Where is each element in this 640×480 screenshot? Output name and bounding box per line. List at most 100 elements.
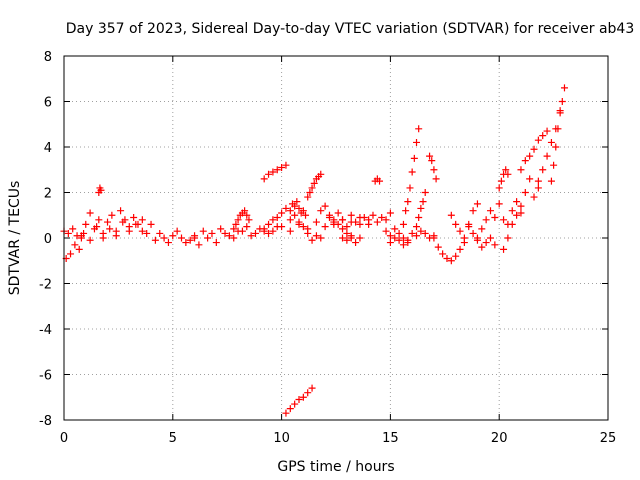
data-point — [308, 184, 316, 192]
data-point — [119, 218, 127, 226]
data-point — [291, 211, 299, 219]
data-point — [286, 405, 294, 413]
series-seg-7 — [230, 207, 253, 233]
data-point — [415, 125, 423, 133]
data-point — [343, 229, 351, 237]
data-point — [282, 409, 290, 417]
x-tick-label: 0 — [60, 431, 68, 446]
data-point — [299, 223, 307, 231]
data-point — [399, 234, 407, 242]
data-point — [67, 250, 75, 258]
data-point — [443, 254, 451, 262]
data-point — [108, 211, 116, 219]
data-point — [508, 220, 516, 228]
data-point — [260, 175, 268, 183]
data-point — [282, 161, 290, 169]
data-point — [343, 236, 351, 244]
data-point — [204, 234, 212, 242]
y-tick-label: -2 — [39, 278, 52, 293]
data-point — [465, 223, 473, 231]
data-point — [106, 225, 114, 233]
data-point — [504, 234, 512, 242]
data-point — [64, 229, 72, 237]
data-point — [143, 229, 151, 237]
data-point — [265, 170, 273, 178]
data-point — [295, 218, 303, 226]
data-point — [321, 223, 329, 231]
data-point — [278, 209, 286, 217]
data-point — [478, 243, 486, 251]
x-tick-label: 25 — [600, 431, 617, 446]
data-point — [86, 236, 94, 244]
data-point — [112, 232, 120, 240]
series-seg-19 — [386, 234, 412, 249]
data-point — [382, 216, 390, 224]
data-point — [547, 138, 555, 146]
data-point — [447, 211, 455, 219]
data-point — [97, 186, 105, 194]
plot-frame — [63, 55, 609, 421]
data-point — [399, 241, 407, 249]
data-point — [558, 98, 566, 105]
data-point — [230, 225, 238, 233]
data-point — [317, 234, 325, 242]
data-point — [273, 223, 281, 231]
data-point — [273, 166, 281, 174]
data-point — [69, 225, 77, 233]
data-point — [550, 161, 558, 169]
data-point — [521, 157, 529, 165]
data-point — [552, 143, 560, 151]
series-seg-27 — [495, 175, 542, 228]
y-axis-label: SDTVAR / TECUs — [7, 181, 23, 296]
data-point — [317, 207, 325, 215]
data-point — [452, 252, 460, 260]
data-point — [530, 193, 538, 201]
data-point — [421, 229, 429, 237]
data-point — [497, 177, 505, 185]
data-point — [178, 234, 186, 242]
data-point — [251, 229, 259, 237]
data-point — [282, 204, 290, 212]
series-seg-32 — [547, 98, 566, 185]
data-point — [291, 202, 299, 210]
series-seg-2 — [77, 207, 199, 247]
data-point — [286, 216, 294, 224]
data-point — [302, 211, 310, 219]
data-point — [147, 220, 155, 228]
data-point — [186, 236, 194, 244]
data-point — [245, 216, 253, 224]
data-point — [413, 138, 421, 146]
data-point — [526, 152, 534, 160]
series-seg-9 — [260, 161, 290, 183]
data-point — [473, 200, 481, 208]
series-seg-17 — [371, 175, 384, 185]
data-point — [495, 184, 503, 192]
data-point — [410, 154, 418, 162]
series-seg-20 — [399, 125, 423, 228]
data-point — [339, 216, 347, 224]
data-point — [138, 227, 146, 235]
data-point — [269, 216, 277, 224]
data-point — [308, 236, 316, 244]
y-tick-label: 4 — [44, 141, 52, 156]
data-point — [513, 198, 521, 206]
data-point — [334, 220, 342, 228]
data-point — [391, 225, 399, 233]
data-point — [482, 239, 490, 247]
data-point — [339, 225, 347, 233]
data-point — [299, 207, 307, 215]
data-point — [556, 109, 564, 117]
data-point — [125, 227, 133, 235]
data-point — [478, 225, 486, 233]
series-seg-31 — [534, 84, 568, 185]
tick-labels: 0 5 10 15 20 25 -8 -6 -4 -2 0 2 4 6 8 — [39, 50, 616, 446]
series-seg-23 — [430, 234, 468, 265]
data-point — [504, 170, 512, 178]
data-point — [428, 157, 436, 165]
data-point — [304, 229, 312, 237]
data-point — [500, 245, 508, 253]
data-point — [386, 239, 394, 247]
data-point — [419, 198, 427, 206]
data-point — [486, 207, 494, 215]
data-point — [130, 214, 138, 222]
